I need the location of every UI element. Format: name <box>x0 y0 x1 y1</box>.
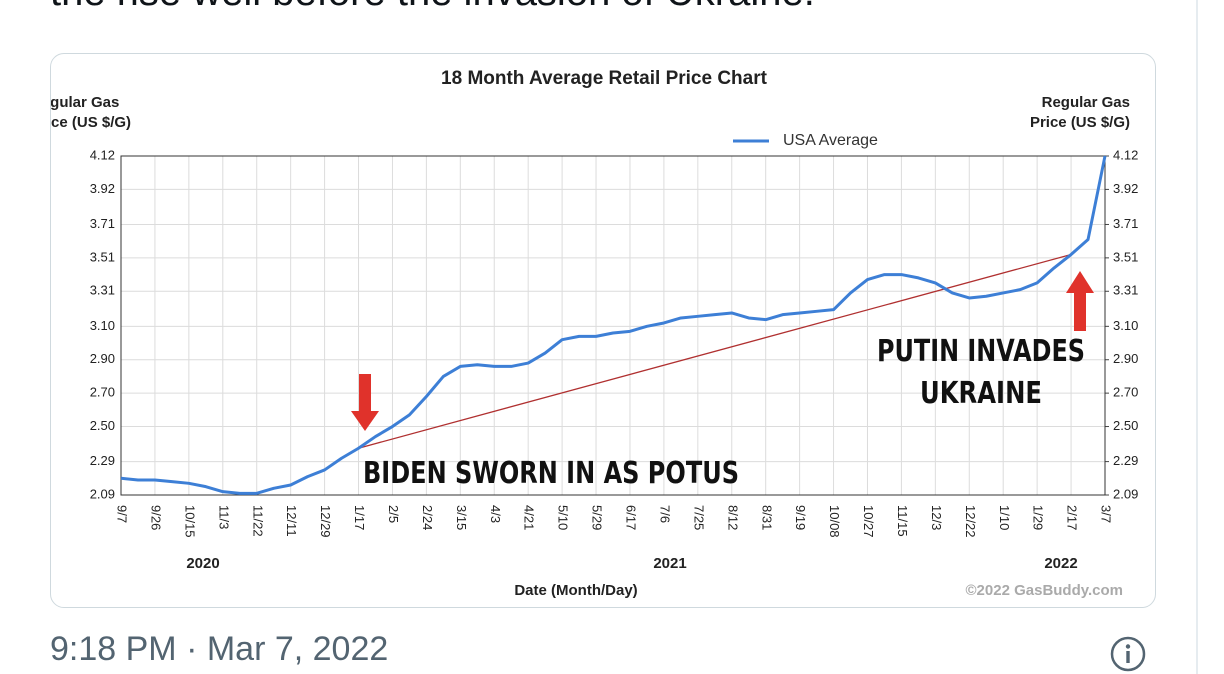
x-tick-label: 10/15 <box>182 505 197 538</box>
x-tick-label: 9/26 <box>148 505 163 530</box>
x-tick-label: 6/17 <box>624 505 639 530</box>
info-icon[interactable] <box>1110 636 1146 672</box>
timestamp: 9:18 PM · Mar 7, 2022 <box>50 630 389 668</box>
plot-frame <box>120 155 1106 496</box>
y2-tick-label: 3.71 <box>1113 216 1138 231</box>
y-tick-label: 2.70 <box>90 385 115 400</box>
x-tick-label: 12/22 <box>963 505 978 538</box>
annotation: PUTIN INVADES UKRAINE <box>877 334 1085 411</box>
chart: 18 Month Average Retail Price Chart Date… <box>51 68 1138 599</box>
x-tick-label: 12/11 <box>284 505 299 537</box>
y2-tick-label: 2.50 <box>1113 418 1138 433</box>
x-tick-label: 8/12 <box>725 505 740 530</box>
y2-tick-label: 3.92 <box>1113 181 1138 196</box>
y-tick-label: 3.10 <box>90 318 115 333</box>
arrow-up <box>1066 271 1094 331</box>
data-line <box>120 155 1107 495</box>
y2-tick-label: 3.10 <box>1113 318 1138 333</box>
year-label: 2022 <box>1044 555 1077 572</box>
year-label: 2020 <box>186 555 219 572</box>
x-tick-label: 10/27 <box>861 505 876 538</box>
x-tick-label: 8/31 <box>759 505 774 530</box>
x-tick-label: 5/29 <box>590 505 605 530</box>
chart-title: 18 Month Average Retail Price Chart <box>441 68 768 89</box>
y2-tick-label: 2.09 <box>1113 486 1138 501</box>
x-tick-label: 7/6 <box>657 505 672 523</box>
x-tick-label: 7/25 <box>691 505 706 530</box>
y2-tick-label: 3.51 <box>1113 249 1138 264</box>
x-tick-label: 11/15 <box>895 505 910 537</box>
x-tick-label: 5/10 <box>556 505 571 530</box>
credit: ©2022 GasBuddy.com <box>966 582 1124 599</box>
y2-tick-label: 2.70 <box>1113 385 1138 400</box>
trend-line <box>358 253 1072 449</box>
x-tick-label: 1/29 <box>1031 505 1046 530</box>
y2-tick-label: 2.90 <box>1113 351 1138 366</box>
y-tick-label: 2.29 <box>90 453 115 468</box>
x-tick-label: 12/29 <box>318 505 333 538</box>
x-tick-label: 10/08 <box>827 505 842 538</box>
annotation: BIDEN SWORN IN AS POTUS <box>363 456 739 491</box>
x-tick-label: 2/5 <box>386 505 401 523</box>
y-tick-label: 3.31 <box>90 283 115 298</box>
y2-tick-label: 2.29 <box>1113 453 1138 468</box>
y2-axis-label: Regular Gas Price (US $/G) <box>1030 94 1130 131</box>
x-axis-label: Date (Month/Day) <box>514 582 637 599</box>
arrow-down <box>351 374 379 431</box>
x-tick-label: 4/3 <box>488 505 503 523</box>
y2-tick-label: 3.31 <box>1113 283 1138 298</box>
x-tick-label: 12/3 <box>929 505 944 530</box>
x-tick-label: 9/19 <box>793 505 808 530</box>
y-tick-label: 2.50 <box>90 418 115 433</box>
x-tick-label: 1/17 <box>352 505 367 530</box>
x-tick-label: 9/7 <box>115 505 130 523</box>
x-tick-label: 3/7 <box>1099 505 1114 523</box>
x-tick-label: 1/10 <box>997 505 1012 530</box>
x-tick-label: 11/22 <box>250 505 265 537</box>
tweet-text: the rise well before the invasion of Ukr… <box>50 0 815 15</box>
x-tick-label: 2/24 <box>420 505 435 530</box>
legend-label: USA Average <box>783 132 878 149</box>
y-tick-label: 4.12 <box>90 147 115 162</box>
chart-card: 18 Month Average Retail Price Chart Date… <box>50 53 1156 608</box>
x-tick-label: 3/15 <box>454 505 469 530</box>
divider <box>1196 0 1198 674</box>
y-tick-label: 3.71 <box>90 216 115 231</box>
y2-tick-label: 4.12 <box>1113 147 1138 162</box>
x-tick-label: 11/3 <box>216 505 231 529</box>
y-tick-label: 3.51 <box>90 249 115 264</box>
y-tick-label: 2.09 <box>90 486 115 501</box>
x-tick-label: 2/17 <box>1065 505 1080 530</box>
year-label: 2021 <box>653 555 686 572</box>
x-tick-label: 4/21 <box>522 505 537 530</box>
y-tick-label: 3.92 <box>90 181 115 196</box>
y-tick-label: 2.90 <box>90 351 115 366</box>
